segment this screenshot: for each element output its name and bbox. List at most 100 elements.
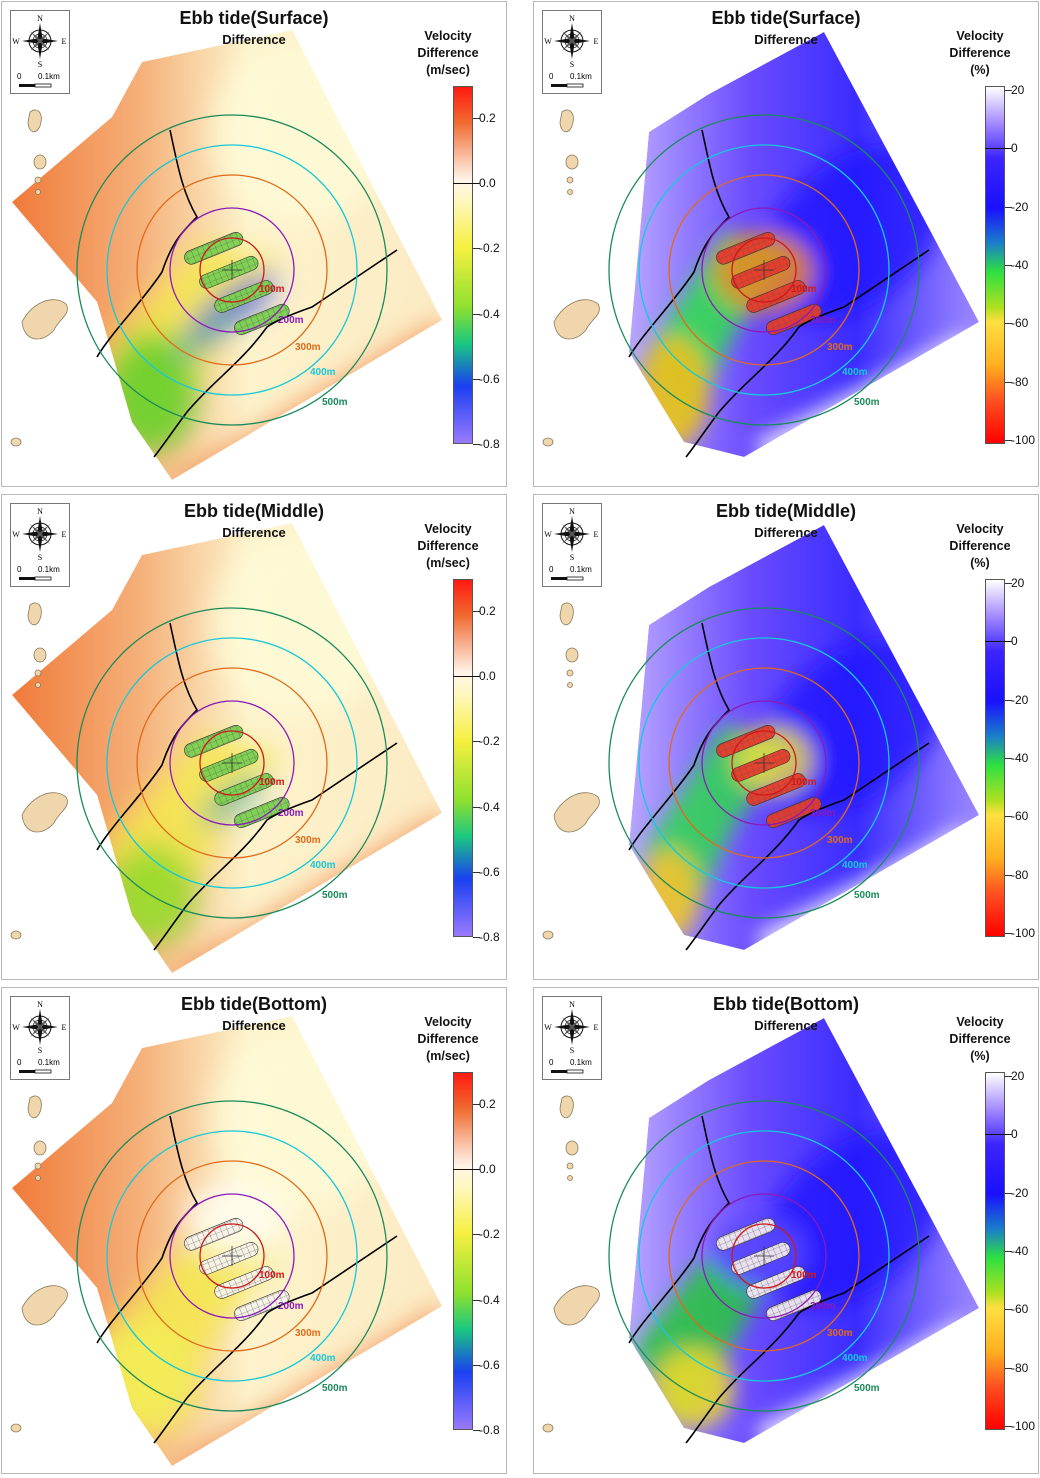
colorbar-tick-label: -0.2	[479, 734, 500, 749]
panel-title: Ebb tide(Middle)	[716, 501, 856, 521]
colorbar-tick-label: -60	[1011, 1302, 1029, 1317]
ring-label: 300m	[827, 342, 853, 353]
colorbar-tick-label: -100	[1011, 433, 1036, 447]
ring-100m	[199, 730, 265, 796]
ring-label: 500m	[854, 397, 880, 408]
scale-zero: 0	[17, 1058, 22, 1067]
compass-n: N	[37, 1000, 43, 1009]
compass-w: W	[12, 530, 20, 539]
panel-middle-abs: 100m 200m 300m 400m 500m Ebb tide(Middle) Diff…	[1, 494, 507, 980]
colorbar-tick-label: -0.2	[479, 241, 500, 256]
ring-500m	[76, 114, 388, 426]
legend-title: Velocity Difference (%)	[934, 521, 1026, 572]
ring-400m	[106, 1130, 358, 1382]
colorbar-tick-label: 0.0	[479, 1162, 496, 1177]
compass-s: S	[38, 1046, 42, 1055]
scale-zero: 0	[549, 565, 554, 574]
scale-label: 0.1km	[38, 565, 60, 574]
compass-s: S	[38, 553, 42, 562]
panel-middle-pct: 100m 200m 300m 400m 500m Ebb tide(Middle) Diff…	[533, 494, 1039, 980]
legend-line: (m/sec)	[426, 63, 470, 77]
colorbar	[453, 1072, 473, 1430]
ring-500m	[608, 1100, 920, 1412]
ring-200m	[169, 700, 295, 826]
ring-label: 400m	[842, 367, 868, 378]
ring-400m	[106, 144, 358, 396]
colorbar-tick	[1005, 1076, 1012, 1077]
colorbar-tick	[473, 741, 480, 743]
colorbar-tick-label: 20	[1011, 83, 1025, 97]
legend-line: Difference	[949, 539, 1011, 553]
ring-label: 400m	[310, 367, 336, 378]
colorbar-tick	[473, 444, 480, 445]
panel-title: Ebb tide(Middle)	[184, 501, 324, 521]
panel-subtitle: Difference	[222, 1018, 286, 1033]
ring-label: 500m	[854, 1383, 880, 1394]
ring-label: 200m	[278, 1301, 304, 1312]
compass-s: S	[570, 1046, 574, 1055]
colorbar-tick	[473, 871, 480, 873]
colorbar-zero-line	[453, 183, 479, 185]
colorbar-tick-label: -0.8	[479, 930, 500, 944]
ring-500m	[76, 607, 388, 919]
colorbar-tick-label: 0	[1011, 634, 1018, 649]
legend-title: Velocity Difference (m/sec)	[402, 1014, 494, 1065]
colorbar-tick	[473, 1104, 480, 1105]
legend-line: Velocity	[956, 1015, 1004, 1029]
colorbar-tick	[473, 611, 480, 612]
ring-label: 200m	[278, 808, 304, 819]
colorbar-tick-label: -40	[1011, 1244, 1029, 1258]
colorbar-tick-label: -20	[1011, 1185, 1029, 1200]
colorbar-tick	[473, 313, 480, 315]
scale-label: 0.1km	[570, 1058, 592, 1067]
compass-rose-icon: N S W E 0 0.1km	[542, 10, 602, 94]
colorbar	[453, 86, 473, 444]
ring-300m	[136, 1160, 328, 1352]
colorbar	[985, 86, 1005, 444]
panel-title: Ebb tide(Bottom)	[181, 994, 327, 1014]
compass-w: W	[544, 37, 552, 46]
compass-n: N	[569, 14, 575, 23]
colorbar-tick	[1005, 206, 1012, 208]
scale-zero: 0	[17, 72, 22, 81]
colorbar-tick-label: -20	[1011, 199, 1029, 214]
ring-label: 100m	[791, 1270, 817, 1281]
ring-label: 500m	[322, 397, 348, 408]
scale-label: 0.1km	[38, 1058, 60, 1067]
compass-w: W	[12, 37, 20, 46]
scale-label: 0.1km	[38, 72, 60, 81]
panel-subtitle: Difference	[754, 525, 818, 540]
map-canvas: 100m 200m 300m 400m 500m	[542, 32, 979, 458]
colorbar-tick	[1005, 1251, 1012, 1252]
colorbar-tick	[1005, 381, 1012, 383]
legend-line: Difference	[949, 1032, 1011, 1046]
colorbar-tick-label: -20	[1011, 692, 1029, 707]
ring-label: 500m	[322, 1383, 348, 1394]
colorbar-tick	[1005, 1426, 1012, 1427]
colorbar	[453, 579, 473, 937]
ring-200m	[169, 207, 295, 333]
colorbar-tick	[1005, 583, 1012, 584]
map-canvas: 100m 200m 300m 400m 500m	[10, 30, 442, 480]
map-canvas: 100m 200m 300m 400m 500m	[10, 1016, 442, 1466]
scale-zero: 0	[549, 72, 554, 81]
ring-200m	[169, 1193, 295, 1319]
colorbar-tick-label: -0.2	[479, 1227, 500, 1242]
compass-n: N	[37, 14, 43, 23]
legend-line: Difference	[417, 539, 479, 553]
compass-rose-icon: N S W E 0 0.1km	[10, 996, 70, 1080]
legend-line: Velocity	[956, 29, 1004, 43]
colorbar-tick-label: -0.4	[479, 799, 500, 814]
ring-label: 100m	[791, 777, 817, 788]
panel-subtitle: Difference	[222, 525, 286, 540]
legend-line: (%)	[970, 556, 990, 570]
legend-title: Velocity Difference (%)	[934, 1014, 1026, 1065]
colorbar-tick-label: 0.2	[479, 111, 496, 125]
colorbar-tick-label: -80	[1011, 867, 1029, 882]
scale-label: 0.1km	[570, 565, 592, 574]
compass-e: E	[62, 37, 67, 46]
ring-200m	[701, 207, 827, 333]
colorbar-tick-label: 0	[1011, 1127, 1018, 1142]
panel-title: Ebb tide(Surface)	[179, 8, 329, 28]
panel-subtitle: Difference	[754, 32, 818, 47]
